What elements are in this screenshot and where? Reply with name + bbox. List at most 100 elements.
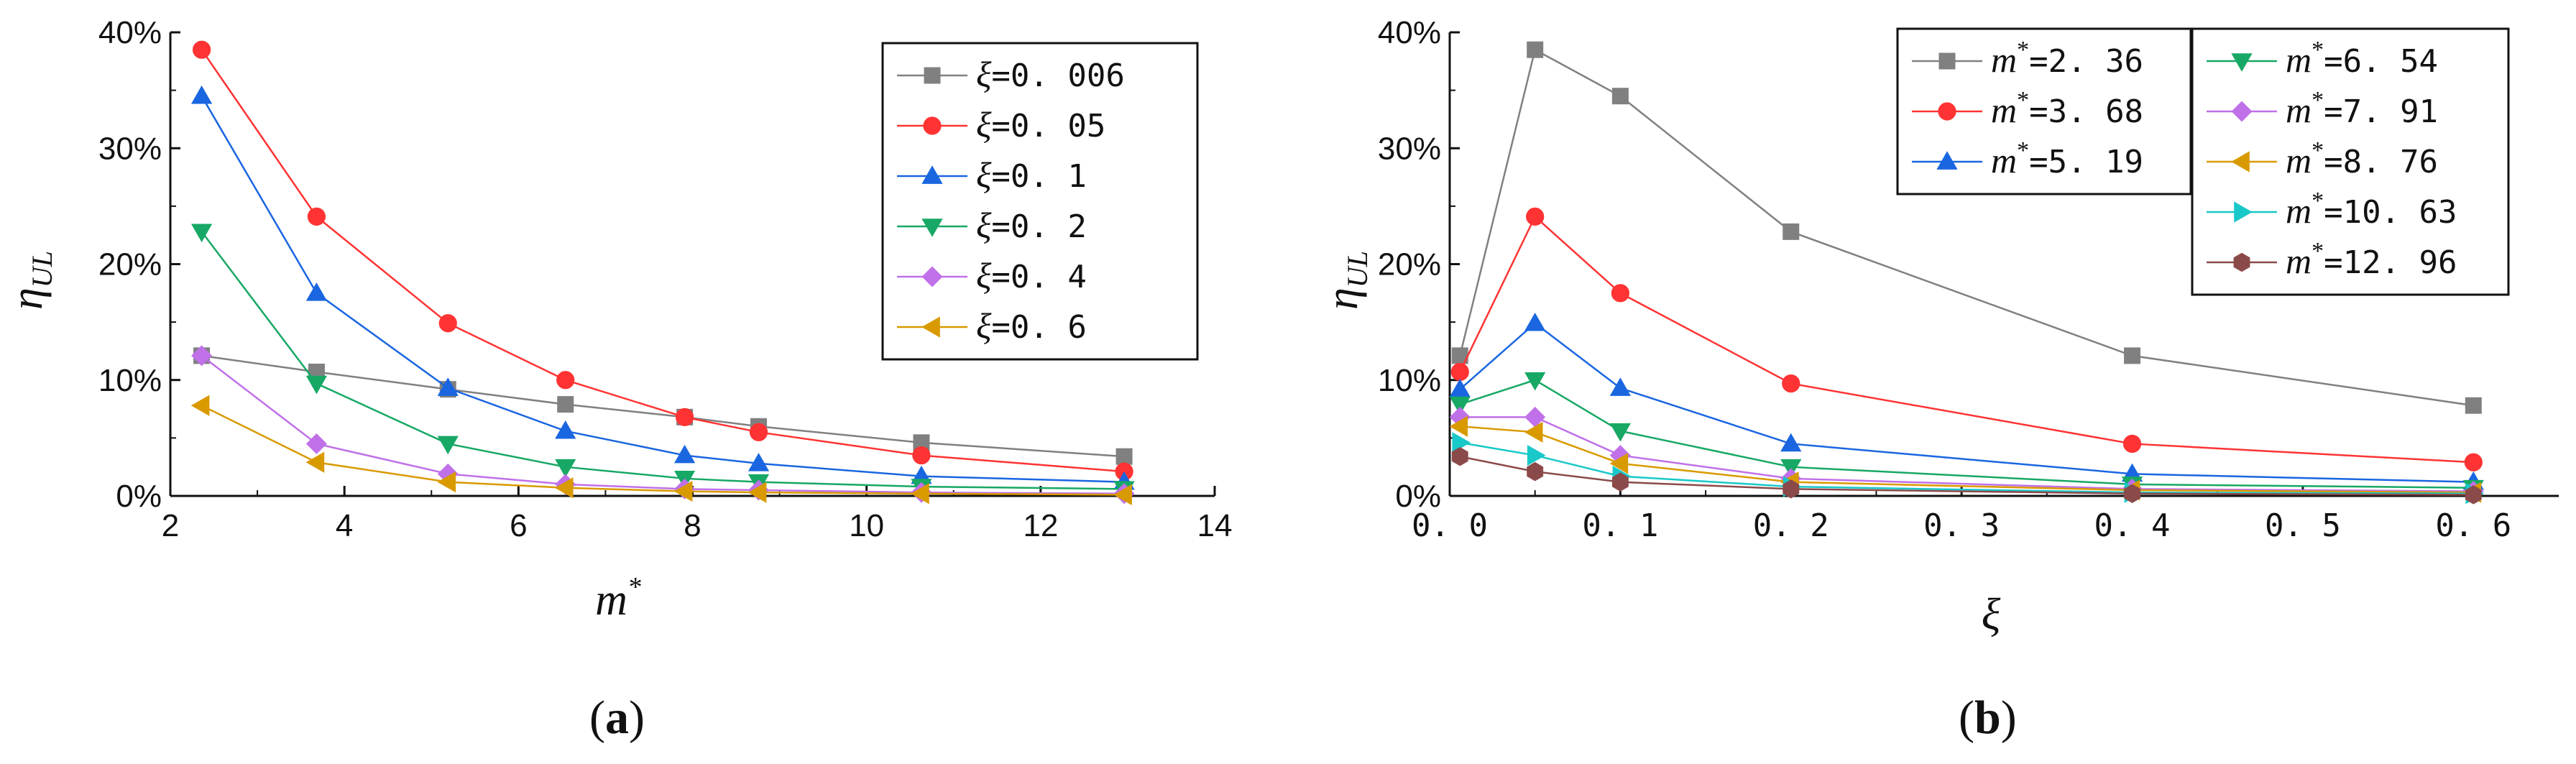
legend-symbol: ξ: [976, 305, 992, 346]
data-point: [1452, 432, 1471, 454]
data-point: [1609, 423, 1631, 442]
legend-symbol: m: [2286, 140, 2312, 180]
caption-open: (: [1959, 691, 1974, 744]
y-tick-label: 30%: [1378, 131, 1441, 166]
data-point: [2465, 397, 2482, 414]
data-point: [1526, 207, 1545, 226]
legend-symbol: ξ: [976, 54, 992, 94]
series-1: [193, 347, 1133, 465]
x-axis-label: m*: [595, 572, 641, 625]
data-point: [192, 40, 211, 59]
data-point: [1609, 453, 1629, 474]
y-tick-label: 0%: [1395, 479, 1441, 514]
legend-symbol: ξ: [976, 205, 992, 245]
x-tick-label: 12: [1023, 508, 1058, 543]
data-point: [1611, 472, 1629, 492]
legend-label: m*=10. 63: [2286, 188, 2457, 231]
legend-label: ξ=0. 6: [976, 305, 1087, 346]
series-2: [1450, 207, 2483, 471]
legend-marker: [921, 165, 943, 184]
data-point: [1782, 374, 1800, 393]
y-axis-label: ηUL: [3, 251, 58, 310]
legend-value: =0. 05: [991, 108, 1105, 144]
legend-marker: [2231, 101, 2253, 122]
x-tick-label: 0. 6: [2435, 507, 2511, 544]
x-label-symbol: ξ: [1982, 590, 2001, 639]
x-label-superscript: *: [627, 572, 641, 602]
series-8: [1451, 446, 2482, 505]
legend-marker: [923, 116, 942, 135]
data-point: [305, 282, 328, 301]
x-tick-label: 4: [336, 508, 353, 543]
data-point: [1611, 88, 1629, 105]
data-point: [1782, 223, 1800, 240]
legend-superscript: *: [2312, 137, 2324, 164]
data-point: [748, 482, 767, 503]
caption-close: ): [629, 691, 645, 744]
data-point: [749, 423, 768, 441]
legend-value: =0. 1: [991, 158, 1086, 195]
data-point: [1524, 421, 1543, 443]
legend-label: ξ=0. 4: [976, 255, 1087, 295]
series-4: [190, 224, 1135, 500]
y-tick-label: 40%: [98, 15, 162, 50]
data-point: [2124, 347, 2141, 364]
legend-value: =0. 006: [991, 57, 1124, 94]
data-point: [557, 396, 574, 413]
series-line: [1460, 441, 2474, 495]
legend-superscript: *: [2312, 238, 2324, 264]
data-point: [191, 345, 213, 367]
data-point: [1609, 377, 1631, 396]
legend-superscript: *: [2017, 87, 2029, 114]
x-tick-label: 2: [162, 508, 179, 543]
data-point: [556, 371, 575, 390]
y-tick-label: 40%: [1378, 15, 1441, 50]
legend-label: m*=7. 91: [2286, 87, 2438, 130]
legend-symbol: m: [2286, 241, 2312, 281]
series-6: [190, 395, 1132, 505]
y-axis-label: ηUL: [1318, 251, 1374, 310]
y-label-symbol: η: [1318, 287, 1367, 310]
x-tick-label: 0. 4: [2094, 507, 2171, 544]
legend-symbol: m: [2286, 190, 2312, 231]
legend: m*=2. 36m*=3. 68m*=5. 19m*=6. 54m*=7. 91…: [1896, 27, 2510, 296]
legend-value: =0. 4: [991, 259, 1086, 295]
data-point: [1113, 484, 1132, 505]
x-tick-label: 0. 0: [1412, 507, 1488, 544]
data-point: [1524, 372, 1546, 391]
x-tick-label: 14: [1197, 508, 1233, 543]
data-point: [1116, 448, 1133, 465]
series-line: [1459, 455, 2474, 496]
panel-caption: (a): [589, 691, 645, 744]
series-1: [1451, 41, 2482, 414]
data-point: [1451, 446, 1468, 466]
data-point: [190, 224, 213, 243]
data-point: [437, 377, 459, 396]
series-line: [1459, 215, 2474, 464]
series-3: [1449, 312, 2484, 490]
series-line: [1459, 322, 2474, 483]
y-label-subscript: UL: [1341, 251, 1374, 287]
legend-marker: [1936, 151, 1958, 170]
legend-value: =6. 54: [2324, 43, 2438, 80]
data-point: [1782, 479, 1800, 499]
y-tick-label: 0%: [116, 479, 162, 514]
data-point: [190, 85, 213, 104]
panel-b: 0% 10% 20% 30% 40% 0. 0 0. 1 0. 2 0. 3 0. 4 0. 5 0.…: [1318, 15, 2559, 744]
data-point: [2465, 485, 2482, 505]
caption-letter: a: [605, 691, 629, 744]
data-point: [305, 451, 325, 473]
series-line: [201, 49, 1125, 473]
legend-label: m*=12. 96: [2286, 238, 2457, 281]
legend-marker: [2233, 252, 2250, 272]
y-tick-label: 10%: [1378, 363, 1441, 398]
legend-superscript: *: [2312, 188, 2324, 214]
y-label-subscript: UL: [26, 251, 58, 287]
data-point: [437, 436, 459, 455]
data-point: [1611, 284, 1629, 303]
data-point: [2464, 453, 2483, 471]
data-point: [307, 207, 326, 226]
legend-label: m*=6. 54: [2286, 37, 2438, 80]
legend-marker: [921, 218, 943, 237]
